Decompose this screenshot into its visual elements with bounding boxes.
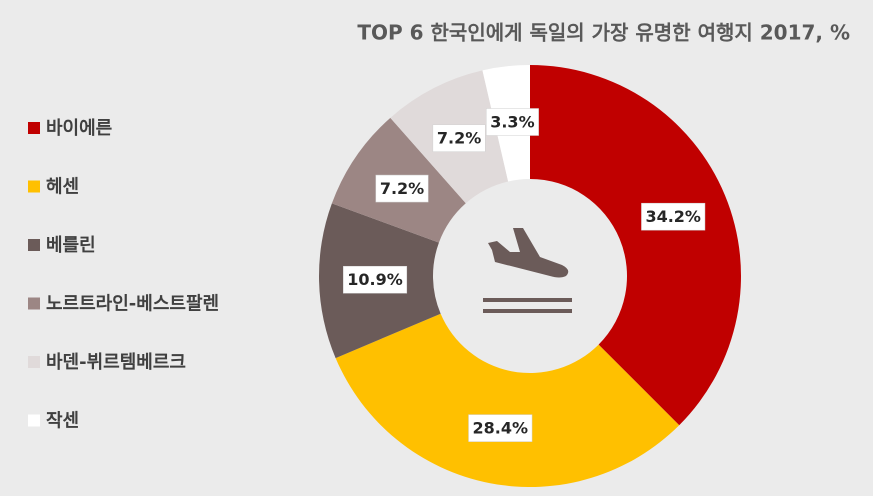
donut: 34.2% 28.4% 10.9% 7.2% 7.2% 3.3% — [319, 65, 741, 487]
chart-title: TOP 6 한국인에게 독일의 가장 유명한 여행지 2017, % — [357, 21, 850, 45]
value-label-box — [343, 265, 408, 294]
value-label: 10.9% — [347, 270, 403, 289]
slice — [530, 65, 741, 426]
value-label: 7.2% — [437, 129, 481, 148]
value-label: 28.4% — [473, 419, 529, 438]
legend-swatch — [28, 239, 40, 251]
legend-label: 바덴-뷔르템베르크 — [46, 352, 186, 373]
legend-label: 작센 — [46, 411, 79, 432]
value-label: 34.2% — [645, 207, 701, 226]
value-label-box — [641, 202, 706, 231]
value-label: 3.3% — [490, 113, 534, 132]
value-label-box — [375, 174, 429, 203]
legend-label: 노르트라인-베스트팔렌 — [46, 294, 219, 315]
legend-swatch — [28, 180, 40, 193]
legend-swatch — [28, 356, 40, 368]
legend-swatch — [28, 414, 40, 427]
value-label-box — [485, 108, 539, 136]
value-label: 7.2% — [380, 179, 424, 198]
legend-label: 헤센 — [46, 177, 79, 198]
legend-swatch — [28, 122, 40, 134]
value-label-box — [468, 414, 533, 442]
slice — [335, 313, 680, 487]
value-label-box — [432, 124, 486, 152]
landing-icon — [483, 228, 572, 313]
legend-swatch — [28, 297, 40, 310]
legend-label: 바이에른 — [46, 118, 112, 139]
legend-label: 베를린 — [46, 235, 96, 256]
